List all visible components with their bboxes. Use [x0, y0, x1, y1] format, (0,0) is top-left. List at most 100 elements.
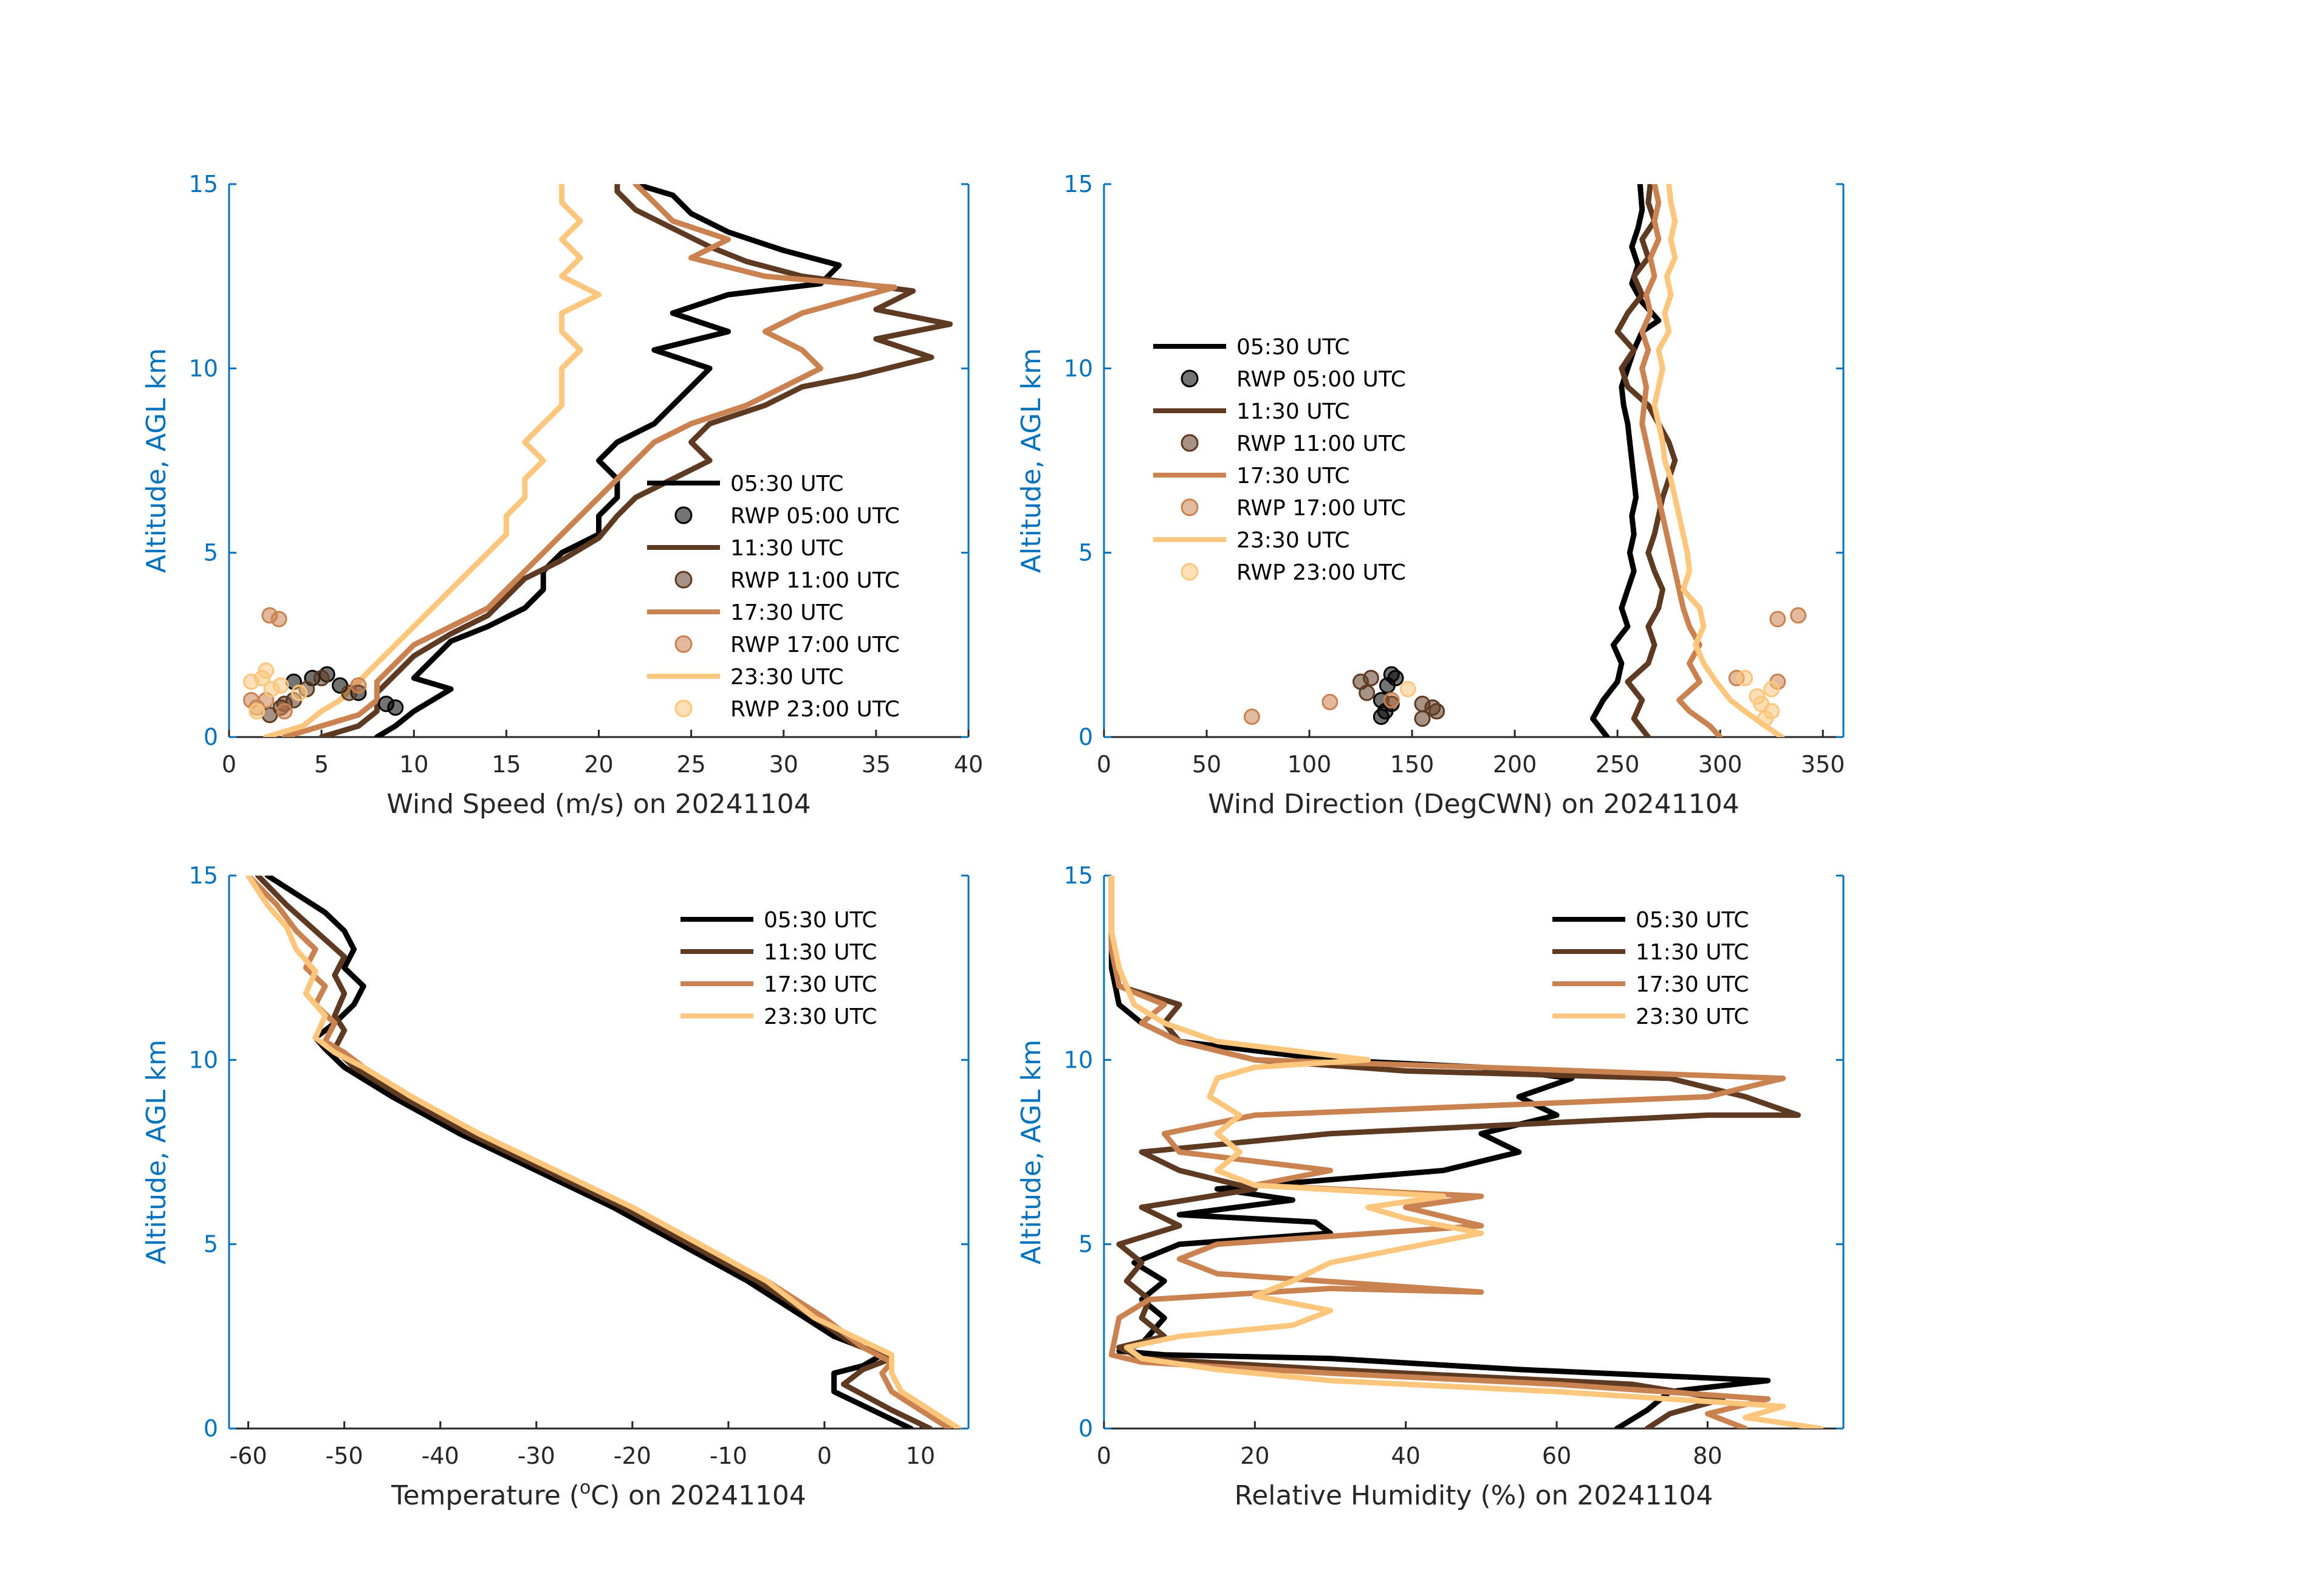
x-tick-label: -20 — [614, 1442, 651, 1469]
plot-area — [243, 184, 953, 737]
scatter-point-1700 — [1243, 708, 1260, 725]
legend-label: 23:30 UTC — [1636, 1004, 1749, 1029]
axes: 0 50 100 150 200 250 300 350 0 5 10 15 Wind Directio… — [1016, 171, 1845, 820]
series-line-2330 — [1651, 184, 1785, 737]
legend: 05:30 UTC RWP 05:00 UTC 11:30 UTC RWP 11:00… — [647, 472, 900, 722]
series-line-2330 — [245, 876, 962, 1429]
legend-label: 11:30 UTC — [1236, 399, 1350, 424]
x-tick-label: 100 — [1287, 751, 1332, 778]
legend-marker — [1181, 563, 1199, 581]
scatter-point-2300 — [1757, 710, 1774, 727]
series-line-0530 — [1590, 184, 1662, 737]
x-tick-label: 40 — [1391, 1442, 1421, 1469]
temperature-panel: -60 -50 -40 -30 -20 -10 0 10 0 5 10 15 Temperature (… — [141, 862, 970, 1511]
legend-label: RWP 11:00 UTC — [730, 568, 900, 593]
scatter-point-0500 — [1379, 677, 1396, 694]
legend-label: 17:30 UTC — [764, 972, 877, 997]
legend: 05:30 UTC RWP 05:00 UTC 11:30 UTC RWP 11:00… — [1153, 335, 1406, 585]
relative-humidity-panel: 0 20 40 60 80 0 5 10 15 Relative Humidity (%) on … — [1016, 862, 1845, 1511]
y-tick-label: 5 — [1078, 540, 1093, 566]
y-tick-label: 0 — [204, 724, 218, 750]
series-line-1730 — [1108, 876, 1786, 1429]
x-tick-label: 10 — [906, 1442, 935, 1469]
y-tick-label: 0 — [1078, 724, 1093, 750]
x-tick-label: -40 — [422, 1442, 459, 1469]
scatter-point-2300 — [1736, 670, 1753, 687]
y-tick-label: 0 — [1078, 1415, 1093, 1442]
legend-marker — [674, 506, 693, 524]
legend-label: 17:30 UTC — [1236, 464, 1350, 489]
series-line-1130 — [1614, 184, 1678, 737]
x-tick-label: 150 — [1390, 751, 1435, 778]
scatter-point-1100 — [1362, 670, 1379, 687]
x-tick-label: 0 — [1097, 751, 1111, 778]
x-tick-label: -60 — [230, 1442, 267, 1469]
x-axis-label: Wind Direction (DegCWN) on 20241104 — [1208, 789, 1739, 820]
y-axis-label: Altitude, AGL km — [1016, 1040, 1047, 1264]
y-axis-label: Altitude, AGL km — [1016, 348, 1047, 573]
series-line-1130 — [255, 876, 933, 1429]
legend-marker — [674, 699, 693, 718]
axes: -60 -50 -40 -30 -20 -10 0 10 0 5 10 15 Temperature (… — [141, 862, 970, 1511]
y-tick-label: 15 — [1064, 862, 1093, 889]
legend-label: 11:30 UTC — [1636, 940, 1749, 965]
legend-label: 11:30 UTC — [764, 940, 877, 965]
scatter-point-1700 — [276, 703, 293, 720]
x-tick-label: 35 — [862, 751, 891, 778]
x-tick-label: -10 — [710, 1442, 747, 1469]
scatter-point-1700 — [1769, 611, 1786, 628]
y-tick-label: 10 — [189, 355, 218, 382]
y-axis-label: Altitude, AGL km — [141, 1040, 172, 1264]
x-axis-label: Temperature (oC) on 20241104 — [391, 1477, 806, 1511]
x-tick-label: 250 — [1596, 751, 1640, 778]
x-tick-label: 30 — [769, 751, 798, 778]
y-tick-label: 15 — [189, 862, 218, 889]
y-tick-label: 10 — [1064, 1046, 1093, 1073]
x-tick-label: 20 — [584, 751, 613, 778]
x-tick-label: 80 — [1693, 1442, 1722, 1469]
legend: 05:30 UTC 11:30 UTC 17:30 UTC 23:30 UTC — [680, 908, 877, 1029]
legend-label: 17:30 UTC — [730, 600, 844, 625]
scatter-point-2300 — [258, 662, 275, 679]
x-tick-label: 25 — [676, 751, 705, 778]
scatter-point-1100 — [1428, 703, 1445, 720]
legend-label: 23:30 UTC — [764, 1004, 877, 1029]
wind-speed-panel: 0 5 10 15 20 25 30 35 40 0 5 10 15 Wind Speed (m/s) o… — [141, 171, 983, 820]
series-line-1130 — [318, 184, 953, 737]
legend: 05:30 UTC 11:30 UTC 17:30 UTC 23:30 UTC — [1552, 908, 1749, 1029]
series-line-2330 — [1108, 876, 1824, 1429]
legend-marker — [1181, 434, 1199, 452]
scatter-point-0500 — [1373, 708, 1390, 725]
scatter-point-0500 — [387, 699, 404, 716]
scatter-point-1700 — [1383, 691, 1400, 708]
x-tick-label: 40 — [954, 751, 983, 778]
series-line-2330 — [263, 184, 602, 737]
series-line-0530 — [374, 184, 842, 737]
legend-label: 05:30 UTC — [1636, 908, 1749, 933]
y-tick-label: 5 — [1078, 1231, 1093, 1258]
x-tick-label: 0 — [817, 1442, 832, 1469]
plot-area — [1108, 876, 1824, 1429]
series-line-1730 — [1639, 184, 1723, 737]
scatter-point-2300 — [1399, 681, 1416, 698]
x-tick-label: 300 — [1698, 751, 1743, 778]
x-tick-label: 0 — [222, 751, 236, 778]
legend-label: 05:30 UTC — [764, 908, 877, 933]
x-axis-label: Wind Speed (m/s) on 20241104 — [386, 789, 811, 820]
scatter-point-1700 — [1321, 693, 1339, 710]
scatter-point-1100 — [1414, 710, 1431, 727]
y-tick-label: 0 — [204, 1415, 218, 1442]
wind-direction-panel: 0 50 100 150 200 250 300 350 0 5 10 15 Wind Directio… — [1016, 171, 1845, 820]
legend-label: RWP 17:00 UTC — [730, 633, 900, 657]
x-tick-label: 200 — [1493, 751, 1537, 778]
scatter-point-2300 — [272, 677, 289, 694]
legend-label: RWP 23:00 UTC — [730, 697, 900, 722]
legend-marker — [674, 571, 693, 589]
scatter-point-1100 — [1359, 684, 1376, 701]
legend-label: RWP 05:00 UTC — [1236, 367, 1406, 392]
x-tick-label: 5 — [314, 751, 329, 778]
scatter-point-2300 — [249, 703, 266, 720]
x-tick-label: 60 — [1542, 1442, 1571, 1469]
legend-label: RWP 17:00 UTC — [1236, 496, 1406, 521]
